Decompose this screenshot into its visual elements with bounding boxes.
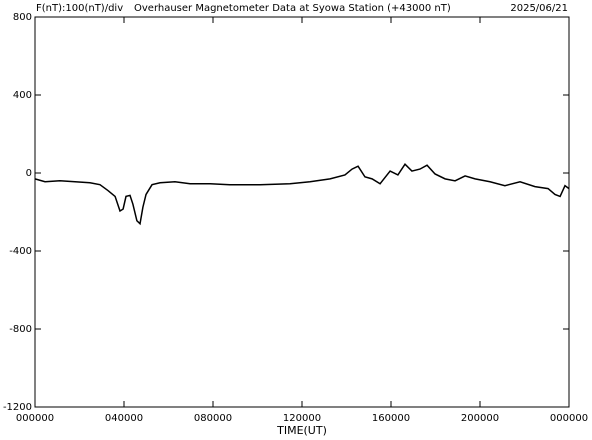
y-tick-label: 0 [26,168,32,179]
y-tick-label: -1200 [3,402,32,413]
y-tick-label: -800 [9,324,32,335]
date: 2025/06/21 [510,3,568,14]
x-tick-label: 160000 [372,413,410,424]
y-tick-label: -400 [9,246,32,257]
y-tick-label: 400 [13,90,32,101]
y-tick-label: 800 [13,12,32,23]
x-tick-label: 200000 [461,413,499,424]
x-axis-label: TIME(UT) [276,424,327,437]
x-tick-label: 000000 [16,413,54,424]
x-tick-label: 000000 [550,413,588,424]
x-tick-label: 040000 [105,413,143,424]
x-tick-label: 120000 [283,413,321,424]
x-tick-label: 080000 [194,413,232,424]
data-line [34,163,570,226]
chart-title: Overhauser Magnetometer Data at Syowa St… [134,3,451,14]
scale-note: F(nT):100(nT)/div [36,3,123,14]
